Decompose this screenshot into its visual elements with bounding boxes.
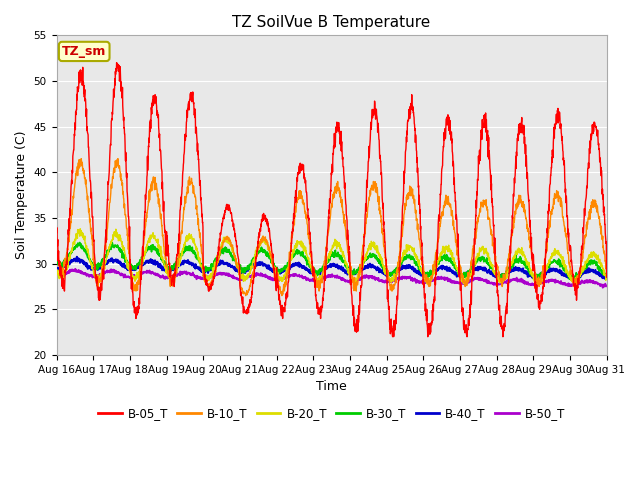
Y-axis label: Soil Temperature (C): Soil Temperature (C) (15, 131, 28, 259)
Title: TZ SoilVue B Temperature: TZ SoilVue B Temperature (232, 15, 431, 30)
Text: TZ_sm: TZ_sm (62, 45, 106, 58)
X-axis label: Time: Time (316, 380, 347, 393)
Legend: B-05_T, B-10_T, B-20_T, B-30_T, B-40_T, B-50_T: B-05_T, B-10_T, B-20_T, B-30_T, B-40_T, … (93, 402, 570, 425)
